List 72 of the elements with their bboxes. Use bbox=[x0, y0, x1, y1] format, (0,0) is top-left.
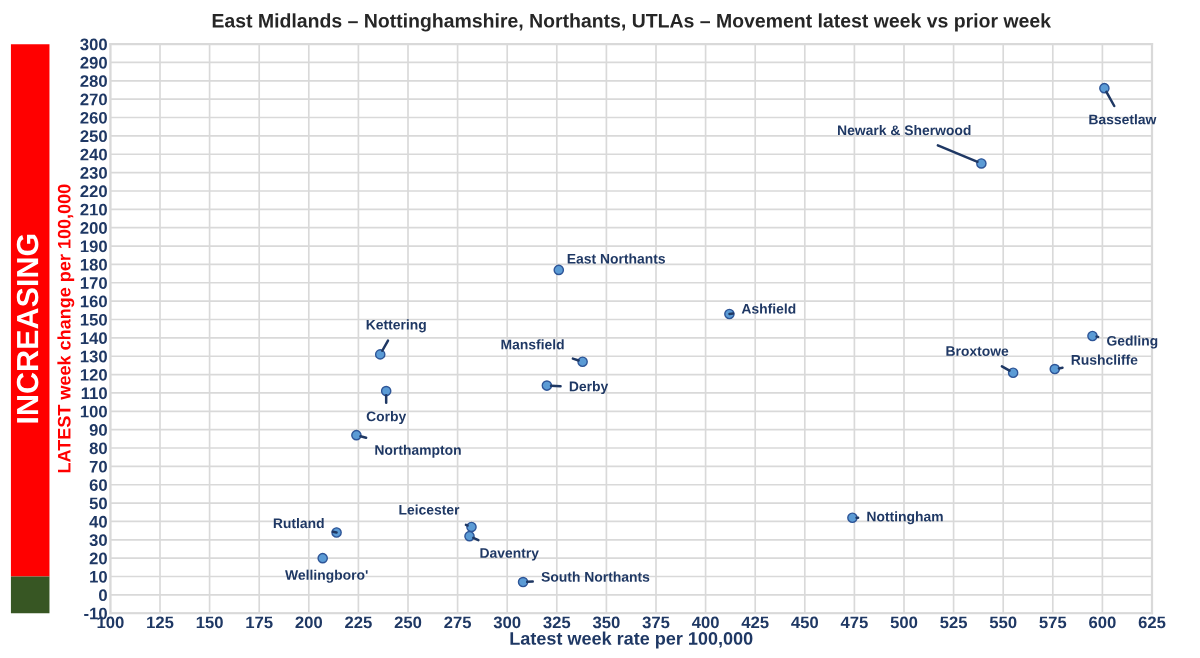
x-tick-label: 450 bbox=[791, 616, 819, 629]
x-tick-label: 200 bbox=[295, 616, 323, 629]
x-tick-label: 500 bbox=[890, 616, 918, 629]
x-tick-label: 225 bbox=[345, 616, 372, 629]
y-tick-label: 30 bbox=[89, 534, 107, 547]
point bbox=[553, 264, 565, 276]
y-tick-label: 180 bbox=[80, 258, 107, 271]
x-tick-label: 550 bbox=[989, 616, 1017, 629]
point bbox=[577, 356, 588, 368]
y-tick-label: 10 bbox=[90, 570, 107, 583]
y-tick-label: 300 bbox=[80, 38, 107, 51]
point bbox=[374, 349, 386, 360]
y-tick-label: 170 bbox=[80, 277, 107, 289]
point bbox=[1049, 363, 1061, 375]
y-tick-label: 80 bbox=[89, 442, 107, 455]
x-tick-label: 425 bbox=[741, 616, 769, 629]
x-tick-label: 125 bbox=[147, 616, 174, 629]
point bbox=[1099, 82, 1110, 94]
x-axis-title: Latest week rate per 100,000 bbox=[510, 631, 753, 649]
y-tick-label: 100 bbox=[80, 405, 107, 418]
x-tick-label: 625 bbox=[1138, 616, 1166, 629]
y-tick-label: 240 bbox=[80, 148, 107, 161]
x-tick-label: 575 bbox=[1039, 616, 1067, 629]
point bbox=[1087, 330, 1098, 342]
x-tick-label: 250 bbox=[394, 616, 422, 629]
chart-title: East Midlands – Nottinghamshire, Northants, UTLAs – Movement latest week vs prior week bbox=[212, 13, 1052, 32]
x-tick-label: 525 bbox=[940, 616, 968, 629]
y-tick-label: 260 bbox=[80, 111, 107, 124]
y-tick-label: 150 bbox=[80, 313, 107, 326]
y-tick-label: 250 bbox=[80, 130, 107, 143]
y-tick-label: 210 bbox=[80, 203, 107, 216]
y-tick-label: 70 bbox=[89, 460, 107, 473]
y-tick-label: 0 bbox=[99, 589, 107, 602]
point bbox=[380, 385, 392, 397]
y-tick-label: 280 bbox=[80, 75, 107, 88]
point bbox=[351, 429, 362, 441]
x-tick-label: 175 bbox=[246, 616, 273, 629]
y-tick-label: 50 bbox=[89, 497, 107, 510]
point bbox=[1007, 367, 1019, 379]
x-tick-label: 275 bbox=[444, 616, 472, 629]
y-tick-label: 290 bbox=[80, 56, 107, 69]
point bbox=[517, 576, 529, 588]
x-tick-label: 300 bbox=[493, 616, 521, 629]
point bbox=[847, 512, 858, 524]
point bbox=[541, 380, 553, 391]
x-tick-label: 325 bbox=[543, 616, 571, 629]
x-tick-label: 600 bbox=[1089, 616, 1116, 629]
y-tick-label: 130 bbox=[80, 350, 107, 363]
x-tick-label: 375 bbox=[642, 616, 670, 629]
y-tick-label: 40 bbox=[89, 515, 107, 528]
y-tick-label: 140 bbox=[80, 332, 107, 345]
y-tick-label: 120 bbox=[80, 368, 107, 381]
x-tick-label: 400 bbox=[691, 616, 719, 629]
y-axis-title: LATEST week change per 100,000 bbox=[57, 184, 75, 473]
y-tick-label: 200 bbox=[80, 222, 107, 234]
y-tick-label: 110 bbox=[81, 387, 107, 400]
y-tick-label: 90 bbox=[89, 424, 107, 436]
x-tick-label: 350 bbox=[592, 616, 620, 629]
y-tick-label: 160 bbox=[80, 295, 107, 308]
y-tick-label: 190 bbox=[80, 240, 107, 253]
y-tick-label: 270 bbox=[80, 93, 107, 106]
point bbox=[976, 158, 987, 169]
x-tick-label: 475 bbox=[840, 616, 868, 629]
text: INCREASING bbox=[16, 234, 39, 423]
y-tick-label: 20 bbox=[89, 552, 107, 565]
y-tick-label: 230 bbox=[80, 167, 107, 179]
y-tick-label: 60 bbox=[89, 479, 107, 491]
y-tick-label: -10 bbox=[84, 607, 107, 620]
point bbox=[464, 530, 475, 542]
y-tick-label: 220 bbox=[80, 185, 107, 198]
point bbox=[317, 552, 328, 564]
x-tick-label: 150 bbox=[196, 616, 223, 629]
